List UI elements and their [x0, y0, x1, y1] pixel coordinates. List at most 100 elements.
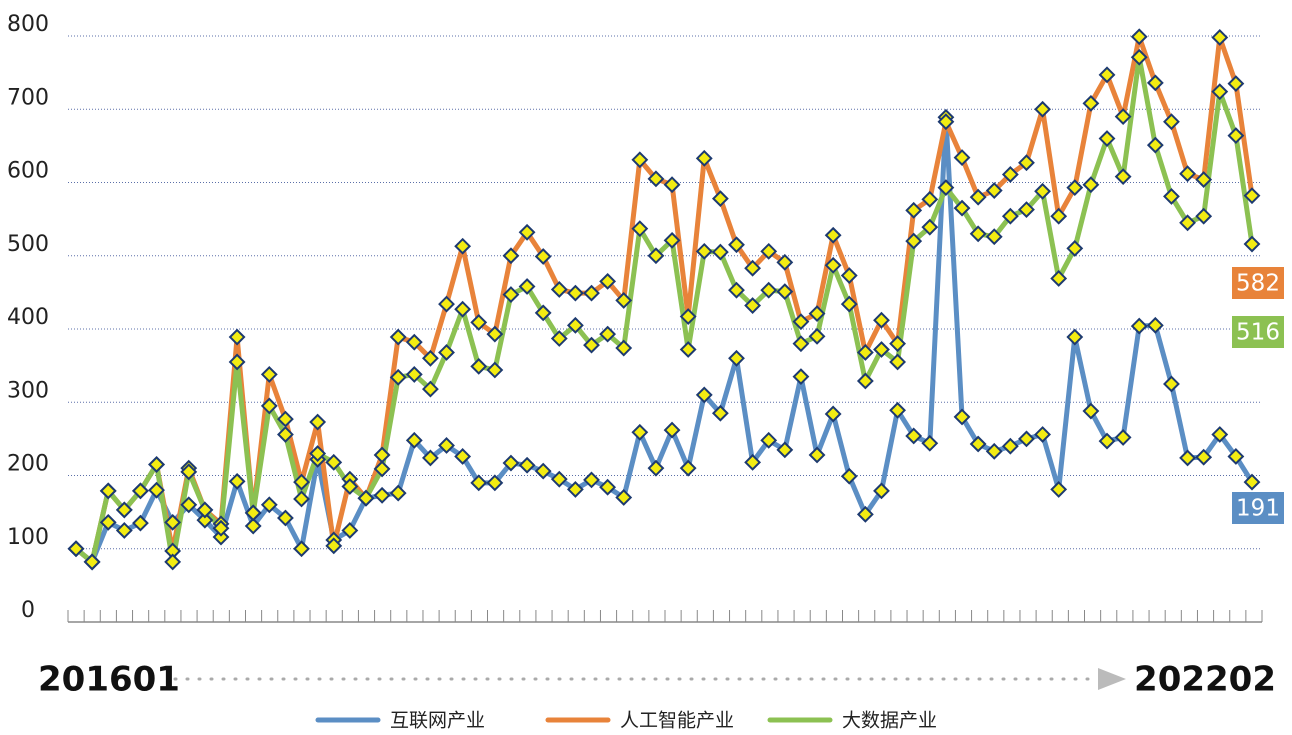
point-marker	[615, 489, 633, 506]
point-marker	[405, 366, 423, 383]
point-marker	[824, 256, 842, 274]
point-marker	[921, 218, 939, 236]
point-marker	[293, 540, 310, 558]
point-marker	[454, 237, 472, 255]
point-marker	[180, 496, 198, 514]
point-marker	[518, 278, 536, 295]
point-marker	[1018, 430, 1035, 448]
point-marker	[148, 481, 165, 499]
point-marker	[889, 353, 907, 371]
point-marker	[502, 454, 520, 472]
end-label: 191	[1236, 496, 1280, 522]
point-marker	[711, 243, 729, 261]
point-marker	[244, 504, 262, 522]
point-marker	[228, 353, 246, 371]
point-marker	[840, 467, 858, 485]
point-marker	[1211, 83, 1229, 101]
point-marker	[599, 478, 617, 496]
point-marker	[389, 484, 407, 502]
point-marker	[905, 201, 923, 219]
point-marker	[1179, 449, 1196, 467]
point-marker	[744, 297, 762, 314]
point-marker	[1211, 426, 1229, 443]
point-marker	[840, 295, 858, 313]
point-marker	[808, 305, 826, 323]
point-marker	[728, 281, 745, 299]
series-line	[74, 54, 1255, 565]
point-marker	[518, 223, 536, 241]
point-marker	[889, 335, 907, 353]
point-marker	[679, 308, 697, 325]
point-marker	[421, 449, 439, 467]
series-line	[74, 34, 1255, 565]
point-marker	[164, 553, 182, 571]
point-marker	[99, 482, 117, 500]
arrow-head	[1098, 668, 1126, 690]
end-label-box	[1232, 492, 1284, 524]
point-marker	[566, 284, 584, 302]
point-marker	[1195, 207, 1213, 225]
point-marker	[889, 401, 907, 419]
point-marker	[969, 225, 987, 243]
point-marker	[1227, 75, 1245, 93]
point-marker	[325, 537, 343, 555]
point-marker	[776, 253, 794, 271]
point-marker	[293, 490, 310, 508]
point-marker	[132, 514, 149, 532]
point-marker	[1243, 235, 1261, 253]
point-marker	[824, 405, 842, 423]
point-marker	[1179, 214, 1196, 232]
y-tick-label: 300	[7, 378, 49, 403]
point-marker	[760, 281, 778, 299]
point-marker	[663, 421, 681, 439]
point-marker	[776, 441, 794, 459]
point-marker	[905, 427, 923, 445]
point-marker	[164, 513, 182, 531]
point-marker	[1082, 94, 1100, 112]
point-marker	[228, 472, 246, 490]
point-marker	[115, 501, 133, 519]
point-marker	[808, 446, 826, 464]
point-marker	[728, 349, 745, 367]
point-marker	[309, 413, 327, 431]
point-marker	[1050, 481, 1068, 498]
y-tick-label: 600	[7, 159, 49, 184]
point-marker	[421, 380, 439, 398]
point-marker	[566, 316, 584, 334]
y-tick-label: 800	[7, 12, 49, 37]
point-marker	[663, 176, 681, 194]
point-marker	[776, 283, 794, 301]
point-marker	[1130, 317, 1148, 335]
point-marker	[695, 386, 713, 404]
point-marker	[1130, 48, 1148, 66]
point-marker	[792, 335, 810, 353]
point-marker	[647, 459, 665, 477]
point-marker	[985, 182, 1003, 199]
point-marker	[438, 295, 455, 313]
y-tick-label: 700	[7, 85, 49, 110]
point-marker	[470, 357, 488, 375]
point-marker	[405, 333, 423, 351]
point-marker	[277, 509, 294, 527]
point-marker	[99, 513, 117, 531]
point-marker	[1001, 437, 1019, 455]
point-marker	[1146, 74, 1164, 92]
point-marker	[1227, 448, 1245, 465]
point-marker	[856, 344, 874, 361]
point-marker	[228, 328, 246, 346]
point-marker	[1098, 66, 1116, 84]
point-marker	[470, 474, 488, 492]
point-marker	[260, 397, 278, 415]
point-marker	[953, 149, 971, 167]
point-marker	[1066, 328, 1084, 346]
point-marker	[67, 540, 85, 558]
point-marker	[438, 437, 455, 454]
point-marker	[260, 496, 278, 514]
y-tick-label: 0	[21, 598, 35, 623]
point-marker	[679, 459, 697, 477]
point-marker	[1034, 182, 1051, 200]
point-marker	[196, 501, 214, 519]
y-tick-label: 100	[7, 525, 49, 550]
point-marker	[728, 236, 745, 254]
point-marker	[583, 471, 600, 489]
